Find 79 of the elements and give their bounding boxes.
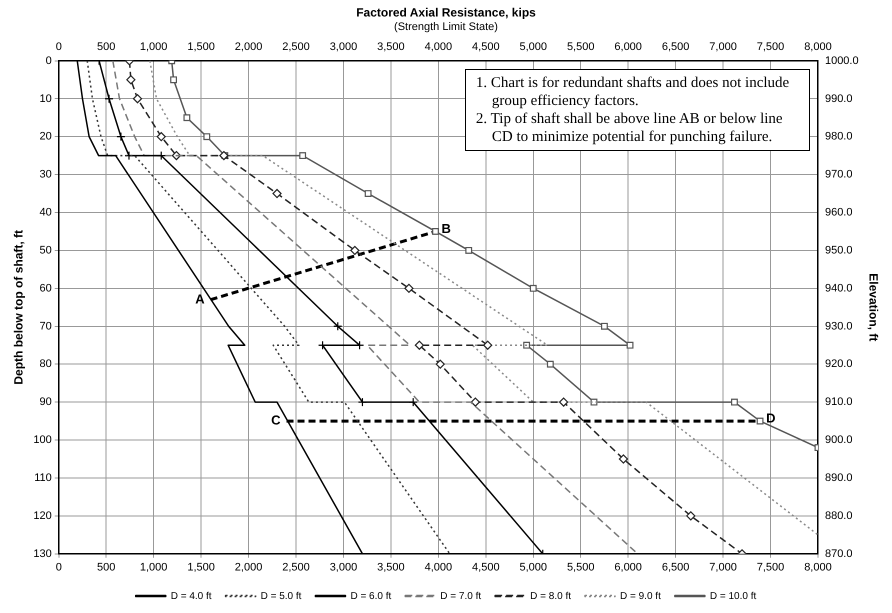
y2-tick-label: 870.0: [824, 548, 852, 560]
annotation: D: [766, 410, 776, 426]
y2-tick-label: 940.0: [824, 282, 852, 294]
annotation: A: [195, 291, 206, 306]
x2-tick-label: 3,500: [377, 561, 405, 574]
x-tick-label: 7,500: [756, 41, 784, 54]
y2-tick-label: 890.0: [824, 472, 852, 484]
x2-tick-label: 2,000: [234, 561, 262, 574]
y-tick-label: 120: [33, 510, 52, 522]
y-tick-label: 60: [40, 282, 52, 294]
annotation: B: [442, 221, 451, 236]
y2-tick-label: 960.0: [824, 206, 852, 219]
y-axis-title: Depth below top of shaft, ft: [12, 230, 26, 385]
x2-tick-label: 8,000: [804, 561, 832, 574]
x-tick-label: 5,500: [566, 41, 594, 54]
y2-tick-label: 910.0: [824, 396, 852, 408]
y-tick-label: 10: [40, 92, 52, 105]
y-tick-label: 30: [40, 168, 52, 181]
x2-tick-label: 3,000: [330, 561, 358, 574]
x-tick-label: 8,000: [804, 41, 832, 54]
x-tick-label: 3,500: [377, 41, 405, 54]
y2-tick-label: 970.0: [824, 168, 852, 181]
x2-tick-label: 2,500: [282, 561, 310, 574]
x-tick-label: 6,000: [614, 41, 642, 54]
annotation: 1. Chart is for redundant shafts and does not include group efficiency factors.: [476, 74, 790, 110]
x2-tick-label: 1,500: [187, 561, 215, 574]
x-tick-label: 3,000: [330, 41, 358, 54]
annotation: 2. Tip of shaft shall be above line AB or below line CD to minimize potential for punching failure.: [476, 110, 784, 146]
x-tick-label: 2,000: [234, 41, 262, 54]
y2-tick-label: 880.0: [824, 510, 852, 522]
y2-axis-title: Elevation, ft: [866, 273, 880, 342]
y-tick-label: 100: [33, 434, 52, 446]
x-tick-label: 7,000: [709, 41, 737, 54]
x-tick-label: 1,500: [187, 41, 215, 54]
legend-label: D = 9.0 ft: [620, 590, 662, 602]
y2-tick-label: 1000.0: [824, 54, 859, 67]
chart-title: Factored Axial Resistance, kips: [356, 6, 536, 20]
x-tick-label: 5,000: [519, 41, 548, 54]
y-tick-label: 20: [40, 130, 52, 143]
y-tick-label: 80: [40, 358, 52, 370]
y2-tick-label: 990.0: [824, 92, 852, 105]
y2-tick-label: 920.0: [824, 358, 852, 370]
x-tick-label: 2,500: [282, 41, 310, 54]
y-tick-label: 70: [40, 320, 52, 332]
x-tick-label: 0: [56, 41, 62, 54]
x-tick-label: 1,000: [140, 41, 168, 54]
x-tick-label: 6,500: [662, 41, 690, 54]
legend-label: D = 8.0 ft: [530, 590, 572, 602]
x2-tick-label: 5,000: [519, 561, 548, 574]
x2-tick-label: 4,000: [424, 561, 452, 574]
x2-tick-label: 5,500: [566, 561, 594, 574]
y-tick-label: 40: [40, 206, 52, 219]
legend-label: D = 7.0 ft: [440, 590, 482, 602]
legend-label: D = 10.0 ft: [710, 590, 756, 602]
y-tick-label: 0: [46, 54, 52, 67]
x2-tick-label: 1,000: [140, 561, 168, 574]
annotation: C: [271, 412, 282, 428]
y-tick-label: 130: [33, 548, 52, 560]
x2-tick-label: 7,500: [756, 561, 784, 574]
x2-tick-label: 7,000: [709, 561, 737, 574]
x-tick-label: 500: [97, 41, 116, 54]
x2-tick-label: 4,500: [472, 561, 500, 574]
legend-label: D = 5.0 ft: [260, 590, 302, 602]
x2-tick-label: 500: [97, 561, 116, 574]
legend-label: D = 4.0 ft: [170, 590, 212, 602]
y2-tick-label: 950.0: [824, 244, 852, 256]
chart-subtitle: (Strength Limit State): [394, 21, 498, 34]
legend-label: D = 6.0 ft: [350, 590, 392, 602]
y-tick-label: 110: [34, 472, 52, 484]
x-tick-label: 4,000: [424, 41, 452, 54]
y-tick-label: 50: [40, 244, 52, 256]
y-tick-label: 90: [40, 396, 52, 408]
x2-tick-label: 0: [56, 561, 62, 574]
y2-tick-label: 930.0: [824, 320, 852, 332]
y2-tick-label: 900.0: [824, 434, 852, 446]
y2-tick-label: 980.0: [824, 130, 852, 143]
x2-tick-label: 6,000: [614, 561, 642, 574]
x2-tick-label: 6,500: [662, 561, 690, 574]
x-tick-label: 4,500: [472, 41, 500, 54]
